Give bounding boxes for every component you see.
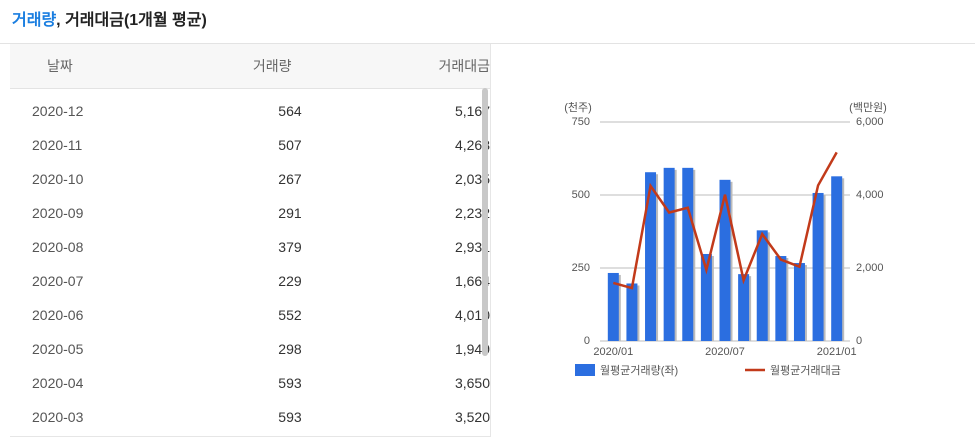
- x-tick-label: 2021/01: [817, 346, 857, 358]
- table-cell: 2020-08: [32, 239, 84, 255]
- y-unit: (천주): [564, 100, 592, 114]
- table-cell: 1,664: [454, 273, 490, 289]
- bar: [626, 283, 638, 341]
- table-cell: 379: [278, 239, 302, 255]
- y-tick-label: 750: [572, 116, 590, 128]
- table-cell: 593: [278, 375, 302, 391]
- title-rest: , 거래대금(1개월 평균): [56, 12, 207, 29]
- table: 날짜 거래량 거래대금 2020-12 564 5,167 2020-11 507 4,263…: [10, 44, 491, 437]
- table-row: 2020-04 593 3,650: [10, 366, 490, 400]
- table-cell: 2020-05: [32, 341, 84, 357]
- table-body: 2020-12 564 5,167 2020-11 507 4,263 2020-10 267…: [10, 89, 490, 434]
- table-cell: 1,949: [454, 341, 490, 357]
- x-tick-label: 2020/01: [593, 346, 633, 358]
- x-tick-label: 2020/07: [705, 346, 745, 358]
- table-cell: 2020-03: [32, 409, 84, 425]
- column-header: 거래대금: [438, 58, 490, 74]
- table-cell: 229: [278, 273, 302, 289]
- bar: [831, 176, 843, 341]
- bar: [793, 263, 805, 341]
- y2-tick-label: 4,000: [856, 189, 884, 201]
- table-row: 2020-10 267 2,035: [10, 162, 490, 196]
- table-row: 2020-12 564 5,167: [10, 94, 490, 128]
- bar: [756, 230, 768, 341]
- title-highlight: 거래량: [12, 12, 57, 29]
- table-cell: 593: [278, 409, 302, 425]
- y2-tick-label: 6,000: [856, 116, 884, 128]
- table-header: 날짜 거래량 거래대금: [10, 44, 490, 89]
- table-row: 2020-05 298 1,949: [10, 332, 490, 366]
- bar: [719, 179, 731, 341]
- y-tick-label: 0: [584, 335, 590, 347]
- y2-unit: (백만원): [849, 101, 887, 114]
- table-cell: 3,650: [454, 375, 490, 391]
- y2-tick-label: 2,000: [856, 262, 884, 274]
- table-cell: 2020-10: [32, 171, 84, 187]
- column-header: 날짜: [47, 58, 73, 74]
- y2-tick-label: 0: [856, 335, 862, 347]
- table-row: 2020-03 593 3,520: [10, 400, 490, 434]
- y-tick-label: 250: [572, 262, 590, 274]
- table-cell: 2020-06: [32, 307, 84, 323]
- section-title: 거래량, 거래대금(1개월 평균): [12, 6, 207, 30]
- bar: [738, 274, 750, 341]
- bar: [700, 253, 712, 341]
- bar: [607, 272, 619, 341]
- table-cell: 298: [278, 341, 302, 357]
- table-cell: 2,232: [454, 205, 490, 221]
- table-cell: 2020-07: [32, 273, 84, 289]
- table-cell: 291: [278, 205, 302, 221]
- table-cell: 5,167: [454, 103, 490, 119]
- table-cell: 552: [278, 307, 302, 323]
- table-cell: 2020-09: [32, 205, 84, 221]
- bar: [775, 256, 787, 341]
- table-cell: 2,931: [454, 239, 490, 255]
- table-cell: 2020-11: [32, 137, 83, 153]
- bar: [645, 172, 657, 341]
- separator: [0, 43, 975, 44]
- column-header: 거래량: [252, 58, 292, 74]
- bar: [663, 167, 675, 341]
- table-cell: 564: [278, 103, 302, 119]
- bar: [812, 192, 824, 341]
- table-cell: 2020-04: [32, 375, 84, 391]
- table-row: 2020-08 379 2,931: [10, 230, 490, 264]
- line: [612, 151, 838, 290]
- table-cell: 2020-12: [32, 103, 84, 119]
- scrollbar[interactable]: [482, 88, 488, 356]
- legend-label: 월평균거래량(좌): [600, 364, 678, 377]
- bar: [682, 167, 694, 341]
- table-row: 2020-11 507 4,263: [10, 128, 490, 162]
- y-tick-label: 500: [572, 189, 590, 201]
- table-cell: 2,035: [454, 171, 490, 187]
- table-row: 2020-06 552 4,010: [10, 298, 490, 332]
- table-cell: 4,263: [454, 137, 490, 153]
- table-cell: 3,520: [454, 409, 490, 425]
- table-row: 2020-07 229 1,664: [10, 264, 490, 298]
- table-cell: 267: [278, 171, 302, 187]
- legend-label: 월평균거래대금: [770, 364, 841, 377]
- table-row: 2020-09 291 2,232: [10, 196, 490, 230]
- table-cell: 507: [278, 137, 302, 153]
- legend-swatch: [575, 364, 595, 376]
- table-cell: 4,010: [454, 307, 490, 323]
